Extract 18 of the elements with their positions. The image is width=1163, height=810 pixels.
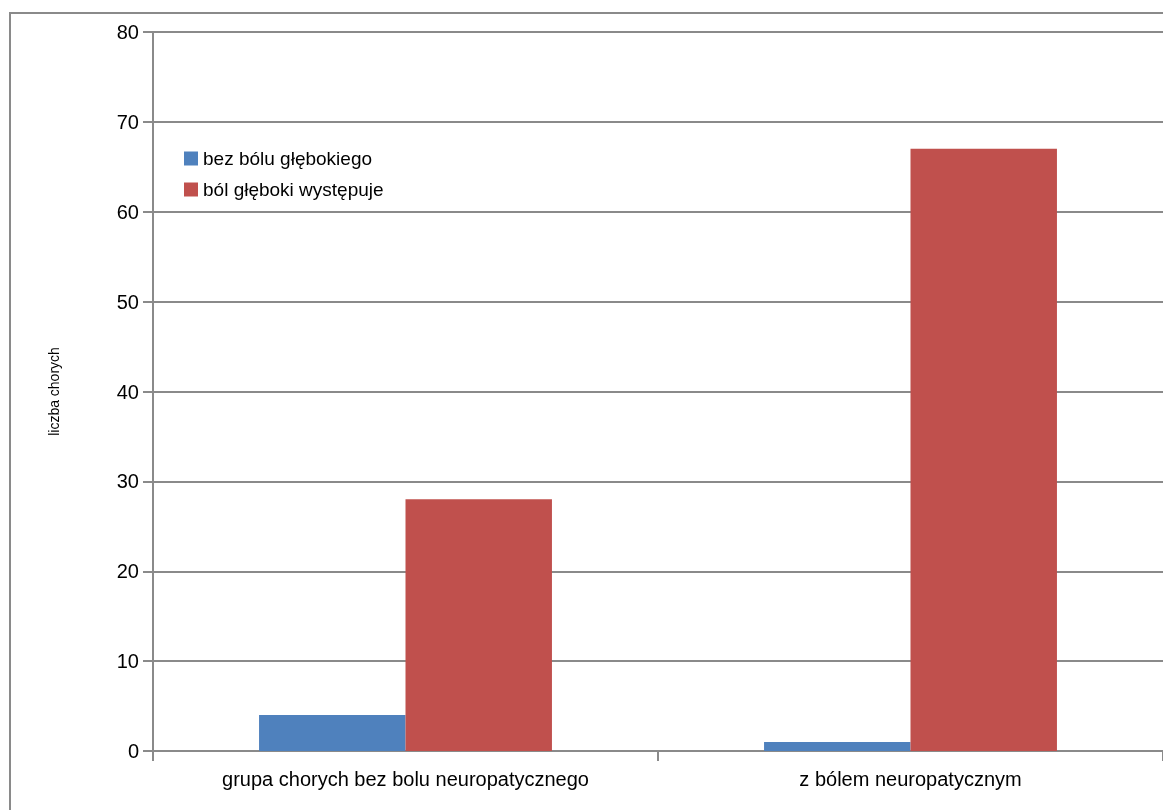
bar: [910, 148, 1057, 751]
y-tick-label: 30: [116, 470, 139, 493]
y-tick-label: 40: [116, 380, 139, 403]
x-tick-label: grupa chorych bez bolu neuropatycznego: [222, 768, 589, 790]
y-tick-label: 50: [116, 290, 139, 313]
y-tick-label: 10: [116, 650, 139, 673]
y-axis-title: liczba chorych: [46, 347, 62, 436]
bar: [764, 742, 911, 751]
legend-label: bez bólu głębokiego: [203, 148, 373, 169]
bar: [259, 715, 406, 751]
x-tick-label: z bólem neuropatycznym: [799, 768, 1022, 790]
y-tick-label: 70: [116, 110, 139, 133]
y-tick-label: 20: [116, 560, 139, 583]
bar: [405, 499, 552, 751]
y-tick-label: 80: [116, 21, 139, 43]
y-tick-label: 60: [116, 200, 139, 223]
legend-label: ból głęboki występuje: [203, 179, 384, 200]
y-tick-label: 0: [127, 740, 139, 762]
